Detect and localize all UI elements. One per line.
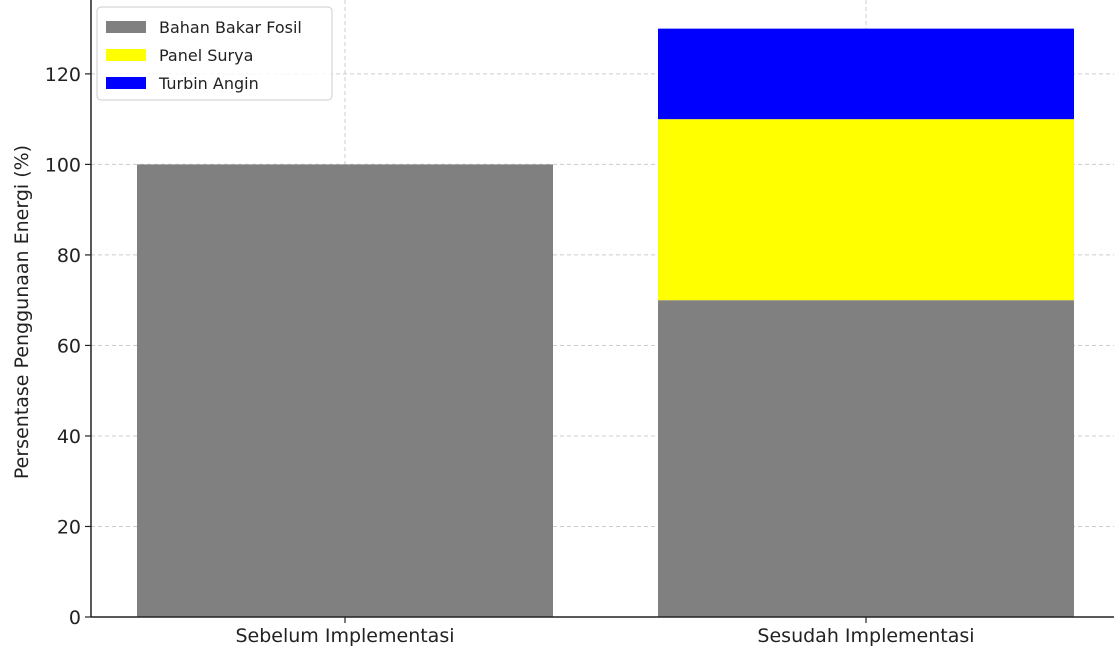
legend-label-0: Bahan Bakar Fosil (159, 18, 302, 37)
legend-swatch-1 (106, 49, 146, 61)
y-tick-label-40: 40 (57, 426, 81, 448)
y-tick-label-60: 60 (57, 335, 81, 357)
bars-layer (137, 28, 1074, 617)
x-tick-label-0: Sebelum Implementasi (235, 625, 454, 646)
ticks-layer: 0 20 40 60 80 100 120 Sebelum Implementasi Sesud… (45, 64, 975, 646)
legend-swatch-2 (106, 77, 146, 89)
bar-0-0 (137, 164, 553, 617)
y-tick-label-80: 80 (57, 245, 81, 267)
bar-1-1 (658, 119, 1074, 301)
legend: Bahan Bakar Fosil Panel Surya Turbin Angin (96, 6, 333, 101)
bar-1-0 (658, 300, 1074, 617)
y-tick-label-120: 120 (45, 64, 81, 86)
y-axis-label: Persentase Penggunaan Energi (%) (11, 145, 33, 479)
axes-layer (90, 0, 1114, 618)
legend-label-2: Turbin Angin (158, 74, 259, 93)
y-tick-label-100: 100 (45, 154, 81, 176)
bar-1-2 (658, 28, 1074, 120)
legend-label-1: Panel Surya (159, 46, 253, 65)
legend-swatch-0 (106, 21, 146, 33)
legend-box (96, 6, 333, 101)
y-tick-label-0: 0 (69, 607, 81, 629)
y-tick-label-20: 20 (57, 516, 81, 538)
x-tick-label-1: Sesudah Implementasi (757, 625, 974, 646)
